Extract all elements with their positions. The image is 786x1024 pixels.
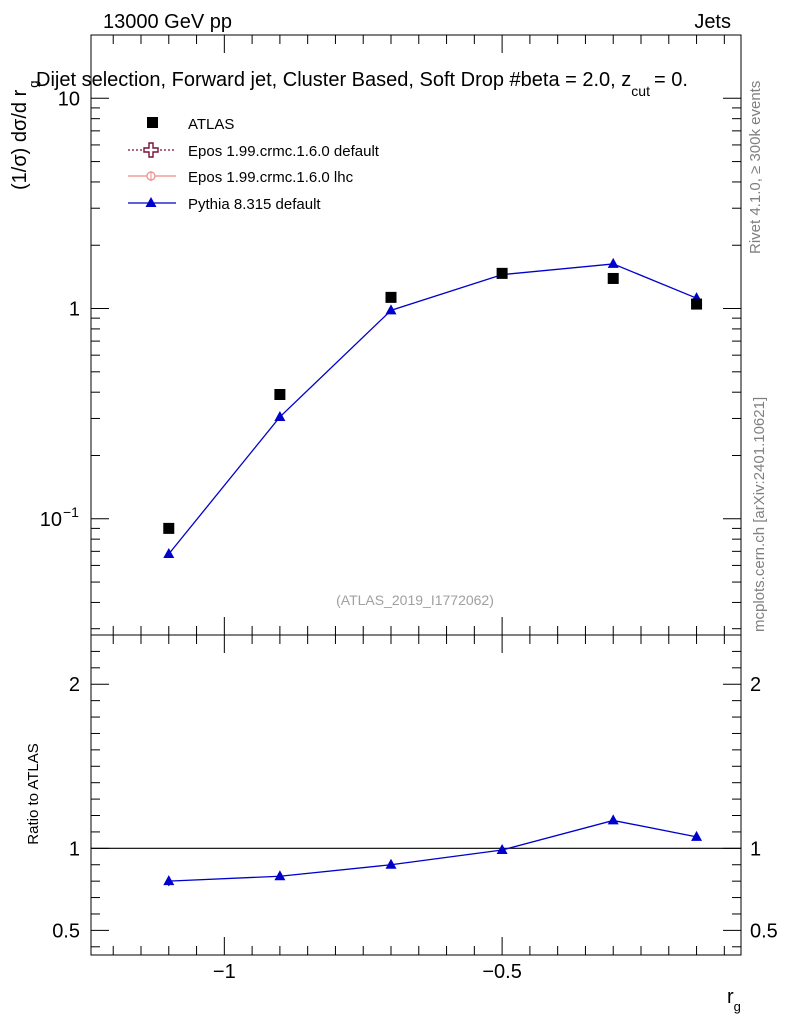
- ratio-plot-data: [163, 814, 703, 887]
- ratio-y-tick-label: 1: [69, 838, 80, 860]
- legend-epos-default-marker: [143, 142, 159, 158]
- pythia-point: [163, 547, 175, 558]
- legend-epos-lhc-label: Epos 1.99.crmc.1.6.0 lhc: [188, 169, 354, 186]
- analysis-watermark: (ATLAS_2019_I1772062): [336, 592, 494, 608]
- ratio-frame: [90, 634, 742, 956]
- x-tick-label: −0.5: [482, 961, 521, 983]
- atlas-point: [274, 389, 286, 401]
- ratio-y-tick-label-right: 0.5: [750, 920, 778, 942]
- atlas-point: [385, 291, 397, 303]
- main-plot-data: [163, 257, 703, 558]
- main-ylabel: (1/σ) dσ/d rg: [9, 81, 41, 191]
- x-axis-label: rg: [727, 986, 741, 1014]
- header-energy: 13000 GeV pp: [103, 11, 232, 33]
- legend: ATLAS Epos 1.99.crmc.1.6.0 default Epos …: [128, 116, 380, 213]
- pythia-line: [168, 263, 697, 555]
- ratio-pythia-point: [163, 875, 175, 886]
- atlas-point: [607, 272, 619, 284]
- pythia-point: [607, 257, 619, 268]
- atlas-point: [496, 267, 508, 279]
- ratio-pythia-point: [385, 858, 397, 869]
- x-tick-label: −1: [213, 961, 236, 983]
- ratio-pythia-point: [691, 830, 703, 841]
- ratio-pythia-point: [496, 843, 508, 854]
- main-y-tick-exponent: −1: [63, 504, 79, 520]
- main-y-tick-label: 10: [58, 88, 80, 110]
- header-process: Jets: [694, 11, 731, 33]
- main-y-tick-label: 1: [69, 299, 80, 321]
- ratio-axis-ticks: −1 −0.5 0.5 0.5 1 1 2 2: [52, 635, 778, 983]
- pythia-point: [385, 304, 397, 315]
- rivet-label: Rivet 4.1.0, ≥ 300k events: [747, 81, 764, 254]
- pythia-point: [274, 410, 286, 421]
- legend-atlas-marker: [147, 117, 158, 128]
- legend-epos-default-label: Epos 1.99.crmc.1.6.0 default: [188, 143, 380, 160]
- legend-pythia-marker: [145, 197, 157, 207]
- atlas-point: [691, 298, 703, 310]
- atlas-point: [163, 522, 175, 534]
- ratio-y-tick-label-right: 1: [750, 838, 761, 860]
- mcplots-label: mcplots.cern.ch [arXiv:2401.10621]: [751, 397, 768, 632]
- plot-title: Dijet selection, Forward jet, Cluster Ba…: [36, 69, 688, 99]
- legend-atlas-label: ATLAS: [188, 116, 234, 133]
- legend-pythia-label: Pythia 8.315 default: [188, 196, 321, 213]
- ratio-y-tick-label: 0.5: [52, 920, 80, 942]
- ratio-pythia-point: [607, 814, 619, 825]
- ratio-y-tick-label: 2: [69, 674, 80, 696]
- ratio-pythia-line: [168, 819, 697, 882]
- ratio-ylabel: Ratio to ATLAS: [25, 743, 42, 844]
- ratio-pythia-point: [274, 870, 286, 881]
- main-y-tick-label: 10: [40, 509, 62, 531]
- ratio-y-tick-label-right: 2: [750, 674, 761, 696]
